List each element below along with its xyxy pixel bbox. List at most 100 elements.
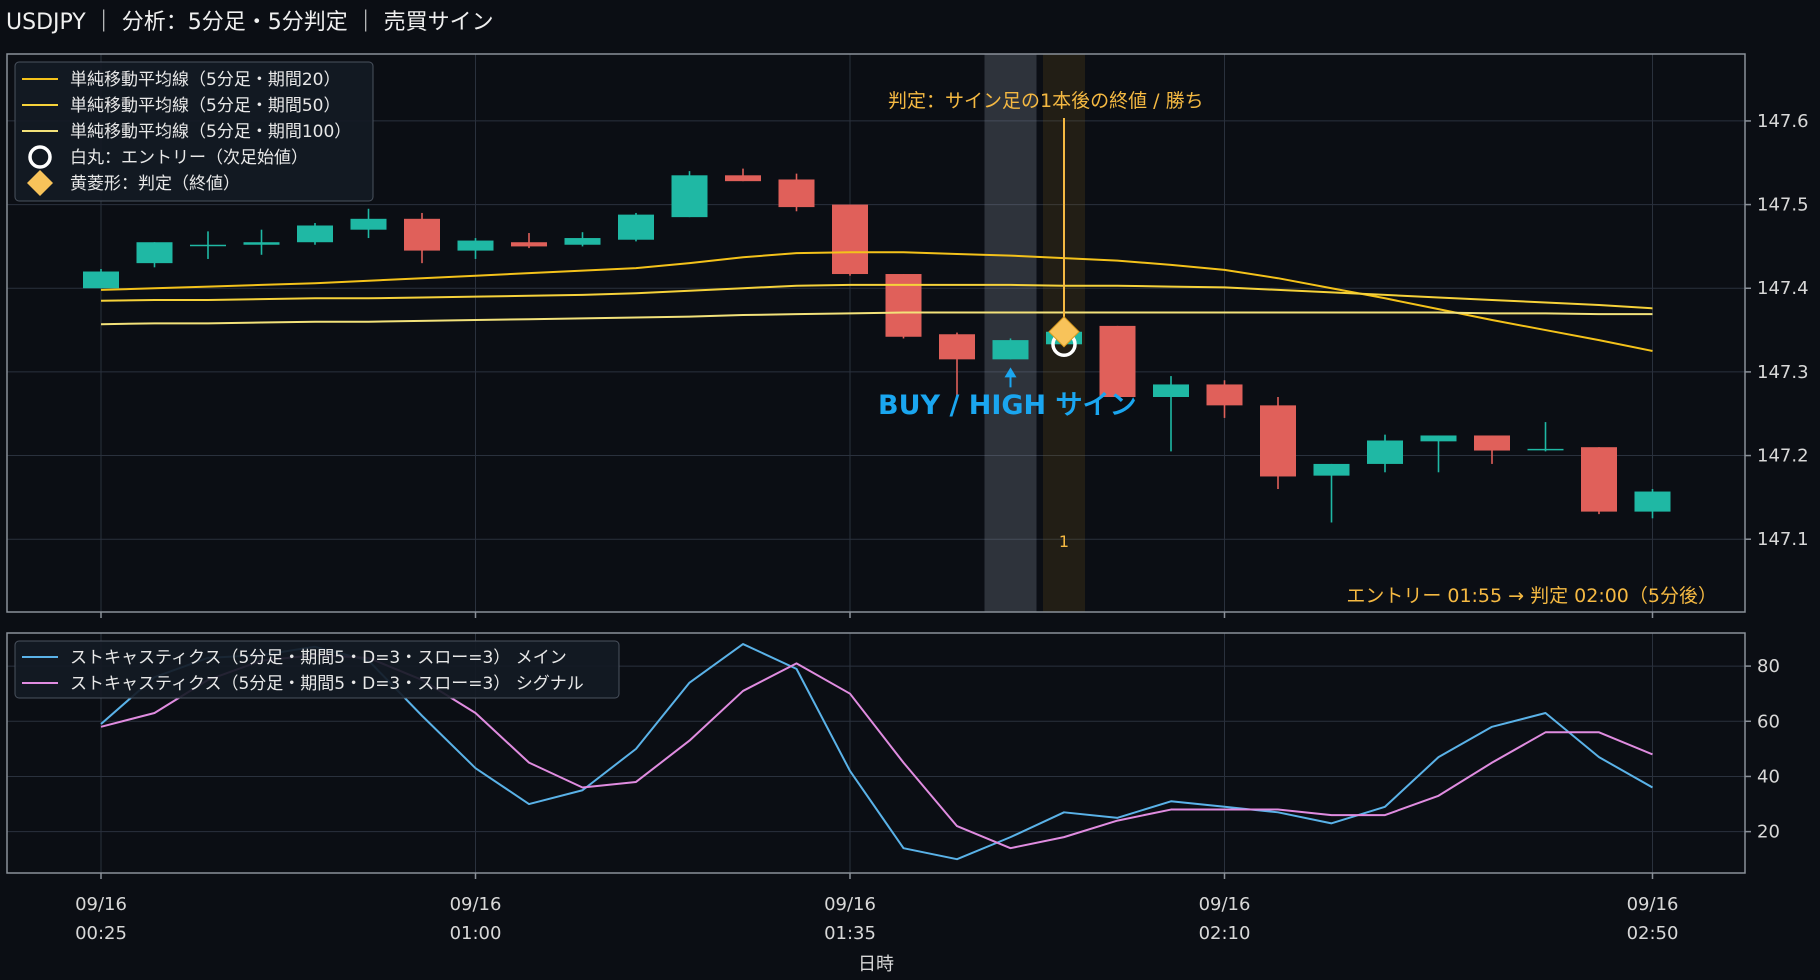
stoch-legend-box xyxy=(14,640,620,699)
price-legend-label: 黄菱形：判定（終値） xyxy=(70,174,240,194)
stoch-legend-item: ストキャスティクス（5分足・期間5・D=3・スロー=3） メイン xyxy=(22,648,567,668)
stoch-legend-label: ストキャスティクス（5分足・期間5・D=3・スロー=3） メイン xyxy=(70,648,567,668)
candle-body xyxy=(1099,325,1136,397)
candle-body xyxy=(1367,440,1403,464)
x-tick-time: 00:25 xyxy=(75,923,127,944)
x-tick-time: 01:00 xyxy=(450,923,502,944)
candle-body xyxy=(1153,384,1189,397)
stoch-legend-label: ストキャスティクス（5分足・期間5・D=3・スロー=3） シグナル xyxy=(70,674,584,694)
x-tick-date: 09/16 xyxy=(75,894,127,915)
signal-highlight-band xyxy=(984,54,1037,612)
legend-circle-swatch xyxy=(28,145,52,169)
signal-label: BUY / HIGH サイン xyxy=(878,390,1137,421)
candle-body xyxy=(1581,447,1617,512)
candle xyxy=(243,229,280,255)
x-axis-label: 日時 xyxy=(858,954,894,975)
candle-body xyxy=(778,179,815,208)
candle xyxy=(404,212,440,264)
stoch-frame xyxy=(6,632,1746,874)
candle xyxy=(778,173,815,212)
price-legend-label: 単純移動平均線（5分足・期間20） xyxy=(70,70,340,90)
candle xyxy=(1474,435,1510,464)
legend-diamond-swatch xyxy=(27,170,53,196)
candle xyxy=(885,274,922,339)
candle xyxy=(564,232,601,247)
x-tick-time: 02:10 xyxy=(1199,923,1251,944)
candle-body xyxy=(350,218,387,230)
candle-body xyxy=(1206,384,1243,406)
candle xyxy=(1313,463,1350,523)
x-tick-date: 09/16 xyxy=(824,894,876,915)
candle-body xyxy=(1527,448,1564,451)
price-frame xyxy=(6,53,1746,613)
price-y-tick-label: 147.1 xyxy=(1757,529,1809,550)
candle xyxy=(832,204,868,276)
price-legend-item: 単純移動平均線（5分足・期間50） xyxy=(22,96,340,116)
judge-diamond-marker xyxy=(1048,316,1080,348)
candle-body xyxy=(297,225,333,243)
candle xyxy=(511,233,547,249)
price-legend-item: 白丸：エントリー（次足始値） xyxy=(28,145,308,169)
buy-arrow-head xyxy=(1004,367,1017,378)
candle xyxy=(1206,380,1243,418)
candle xyxy=(1527,422,1564,452)
candle xyxy=(1634,489,1671,519)
sma-line-2 xyxy=(100,311,1653,326)
candle-body xyxy=(511,242,547,247)
price-legend-item: 単純移動平均線（5分足・期間100） xyxy=(22,122,351,142)
sma-line-0 xyxy=(100,251,1653,352)
price-legend-box xyxy=(14,61,374,202)
price-panel: 判定：サイン足の1本後の終値 / 勝ち BUY / HIGH サイン 1 エントリー … xyxy=(6,53,1809,613)
candle-body xyxy=(1474,435,1510,451)
price-y-tick-label: 147.6 xyxy=(1757,111,1809,132)
x-tick-time: 01:35 xyxy=(824,923,876,944)
candle-body xyxy=(457,240,494,251)
candle xyxy=(939,332,975,397)
candle-body xyxy=(136,242,173,264)
candle xyxy=(136,242,173,268)
sma-line-1 xyxy=(100,283,1653,310)
judge-count-label: 1 xyxy=(1059,532,1069,551)
candle-body xyxy=(1420,435,1457,442)
candle-body xyxy=(939,334,975,360)
candle-body xyxy=(564,238,601,245)
candle xyxy=(1367,434,1403,473)
candle-body xyxy=(832,204,868,275)
stoch-y-tick-label: 20 xyxy=(1757,822,1780,843)
price-legend-item: 黄菱形：判定（終値） xyxy=(27,170,240,196)
candle-body xyxy=(618,214,654,240)
candle xyxy=(992,338,1029,360)
candle xyxy=(1260,396,1296,490)
candle xyxy=(350,208,387,239)
price-y-tick-label: 147.2 xyxy=(1757,446,1809,467)
judge-label: 判定：サイン足の1本後の終値 / 勝ち xyxy=(888,90,1204,112)
candle-body xyxy=(1260,405,1296,477)
candle xyxy=(190,231,226,259)
candle-body xyxy=(243,242,280,245)
stoch-legend: ストキャスティクス（5分足・期間5・D=3・スロー=3） メインストキャスティク… xyxy=(14,640,620,699)
x-tick-date: 09/16 xyxy=(1627,894,1679,915)
candle xyxy=(1420,435,1457,473)
price-legend-label: 単純移動平均線（5分足・期間100） xyxy=(70,122,351,142)
candle xyxy=(671,171,708,218)
price-y-tick-label: 147.3 xyxy=(1757,362,1809,383)
page-title: USDJPY ｜ 分析：5分足・5分判定 ｜ 売買サイン xyxy=(6,10,494,35)
x-tick-date: 09/16 xyxy=(450,894,502,915)
stoch-y-tick-label: 80 xyxy=(1757,656,1780,677)
stochastic-panel: 20 40 60 80 ストキャスティクス（5分足・期間5・D=3・スロー=3） メイン… xyxy=(6,632,1780,874)
stoch-y-tick-label: 40 xyxy=(1757,766,1780,787)
price-y-tick-label: 147.5 xyxy=(1757,195,1809,216)
price-legend-item: 単純移動平均線（5分足・期間20） xyxy=(22,70,340,90)
candle-body xyxy=(885,274,922,337)
candle xyxy=(297,222,333,245)
candle-body xyxy=(1634,491,1671,512)
candle xyxy=(618,212,654,242)
candle xyxy=(83,269,119,289)
candle xyxy=(1153,376,1189,452)
x-tick-date: 09/16 xyxy=(1199,894,1251,915)
candle xyxy=(1581,447,1617,515)
price-legend: 単純移動平均線（5分足・期間20） 単純移動平均線（5分足・期間50） 単純移動平均… xyxy=(14,61,374,202)
candle-body xyxy=(1313,463,1350,476)
entry-judge-summary: エントリー 01:55 → 判定 02:00（5分後） xyxy=(1346,585,1717,607)
stoch-legend-item: ストキャスティクス（5分足・期間5・D=3・スロー=3） シグナル xyxy=(22,674,584,694)
